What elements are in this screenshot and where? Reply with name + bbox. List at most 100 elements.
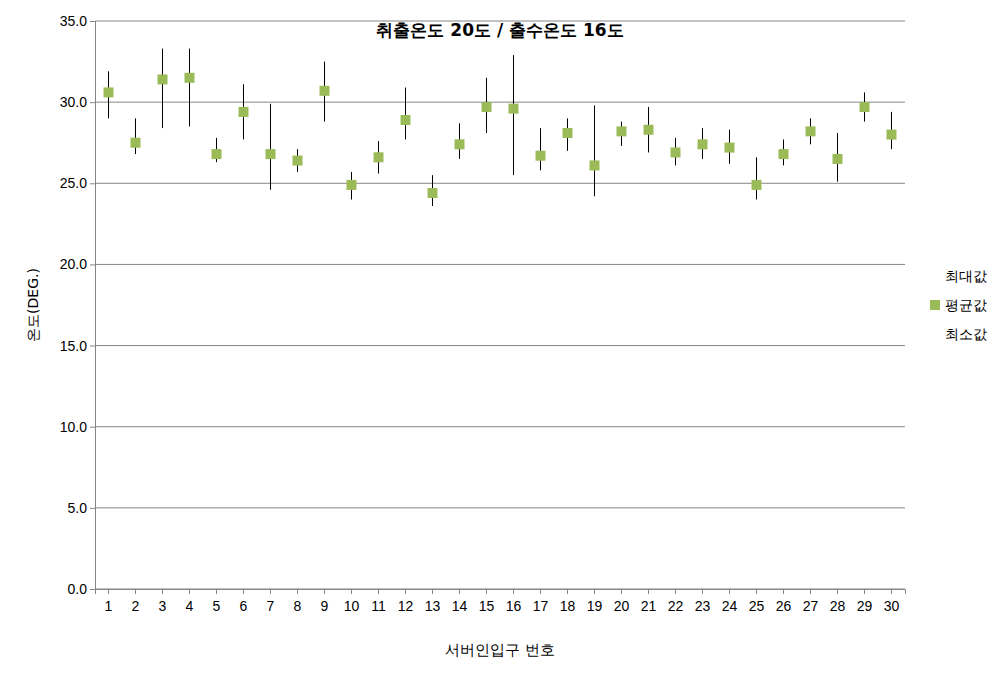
x-tick-label: 6 bbox=[240, 598, 248, 614]
x-tick: 23 bbox=[695, 589, 711, 614]
x-tick-label: 21 bbox=[641, 598, 657, 614]
x-tick: 11 bbox=[371, 589, 386, 614]
title: 취출온도 20도 / 출수온도 16도 bbox=[376, 20, 623, 40]
average-marker bbox=[482, 102, 492, 112]
x-tick: 30 bbox=[884, 589, 900, 614]
max-range bbox=[594, 105, 595, 165]
x-tick-label: 3 bbox=[159, 598, 167, 614]
average-marker bbox=[239, 107, 249, 117]
x-tick-label: 13 bbox=[425, 598, 441, 614]
x-tick-label: 9 bbox=[321, 598, 329, 614]
x-tick: 20 bbox=[614, 589, 630, 614]
x-tick-mark bbox=[648, 589, 649, 594]
x-tick-label: 30 bbox=[884, 598, 900, 614]
x-tick-mark bbox=[243, 589, 244, 594]
average-marker bbox=[590, 160, 600, 170]
x-tick: 10 bbox=[344, 589, 360, 614]
legend-label: 최소값 bbox=[945, 326, 987, 342]
min-range bbox=[270, 154, 271, 190]
y-tick: 0.0 bbox=[68, 581, 95, 597]
x-tick: 18 bbox=[560, 589, 576, 614]
average-marker bbox=[428, 188, 438, 198]
average-marker bbox=[536, 151, 546, 161]
x-tick-mark bbox=[351, 589, 352, 594]
x-tick: 16 bbox=[506, 589, 522, 614]
average-marker bbox=[860, 102, 870, 112]
grid-line bbox=[95, 183, 905, 184]
y-tick: 35.0 bbox=[60, 13, 95, 29]
x-tick-label: 16 bbox=[506, 598, 522, 614]
x-tick: 25 bbox=[749, 589, 765, 614]
x-tick: 29 bbox=[857, 589, 873, 614]
x-tick-label: 22 bbox=[668, 598, 684, 614]
average-marker bbox=[455, 139, 465, 149]
y-tick: 5.0 bbox=[68, 500, 95, 516]
x-tick-mark bbox=[594, 589, 595, 594]
grid-line bbox=[95, 426, 905, 427]
x-tick: 7 bbox=[267, 589, 275, 614]
legend: 최대값평균값최소값 bbox=[930, 268, 987, 342]
y-tick: 25.0 bbox=[60, 175, 95, 191]
x-tick-mark bbox=[837, 589, 838, 594]
x-tick-mark bbox=[621, 589, 622, 594]
x-tick-label: 29 bbox=[857, 598, 873, 614]
average-marker bbox=[401, 115, 411, 125]
grid-line bbox=[95, 507, 905, 508]
grid bbox=[95, 21, 905, 589]
x-tick: 2 bbox=[132, 589, 140, 614]
average-marker bbox=[698, 139, 708, 149]
x-tick: 17 bbox=[533, 589, 549, 614]
average-marker bbox=[293, 156, 303, 166]
x-tick-mark bbox=[297, 589, 298, 594]
x-tick-label: 12 bbox=[398, 598, 414, 614]
x-tick-mark bbox=[216, 589, 217, 594]
x-tick-mark bbox=[756, 589, 757, 594]
average-marker bbox=[266, 149, 276, 159]
y-axis: 0.05.010.015.020.025.030.035.0 bbox=[60, 13, 96, 597]
average-marker bbox=[779, 149, 789, 159]
x-tick-label: 20 bbox=[614, 598, 630, 614]
x-tick-label: 1 bbox=[105, 598, 113, 614]
x-tick-mark bbox=[189, 589, 190, 594]
x-tick-mark bbox=[783, 589, 784, 594]
x-tick-label: 11 bbox=[371, 598, 386, 614]
y-tick-mark bbox=[90, 589, 95, 590]
x-tick-label: 24 bbox=[722, 598, 738, 614]
average-marker bbox=[617, 126, 627, 136]
legend-symbol bbox=[930, 300, 940, 310]
x-tick-mark bbox=[540, 589, 541, 594]
y-tick-label: 20.0 bbox=[60, 256, 87, 272]
x-tick: 12 bbox=[398, 589, 414, 614]
y-axis-line bbox=[90, 22, 96, 590]
x-tick-mark bbox=[810, 589, 811, 594]
y-tick-mark bbox=[90, 508, 95, 509]
x-tick-mark bbox=[675, 589, 676, 594]
x-tick-mark bbox=[702, 589, 703, 594]
x-tick: 26 bbox=[776, 589, 792, 614]
y-tick: 15.0 bbox=[60, 338, 95, 354]
grid-line bbox=[95, 102, 905, 103]
x-tick-label: 23 bbox=[695, 598, 711, 614]
x-tick: 19 bbox=[587, 589, 603, 614]
y-tick: 30.0 bbox=[60, 94, 95, 110]
x-tick: 4 bbox=[186, 589, 194, 614]
x-tick-mark bbox=[864, 589, 865, 594]
x-tick-label: 4 bbox=[186, 598, 194, 614]
max-range bbox=[270, 104, 271, 154]
grid-line bbox=[95, 345, 905, 346]
x-tick: 13 bbox=[425, 589, 441, 614]
x-tick-label: 27 bbox=[803, 598, 819, 614]
average-marker bbox=[104, 87, 114, 97]
y-tick-mark bbox=[90, 427, 95, 428]
x-tick-label: 26 bbox=[776, 598, 792, 614]
x-tick-mark bbox=[378, 589, 379, 594]
x-axis-line bbox=[96, 590, 906, 595]
x-tick-mark bbox=[135, 589, 136, 594]
x-tick: 15 bbox=[479, 589, 495, 614]
x-tick-label: 18 bbox=[560, 598, 576, 614]
x-tick: 6 bbox=[240, 589, 248, 614]
average-marker bbox=[185, 73, 195, 83]
x-tick: 27 bbox=[803, 589, 819, 614]
x-tick-mark bbox=[162, 589, 163, 594]
average-marker bbox=[212, 149, 222, 159]
